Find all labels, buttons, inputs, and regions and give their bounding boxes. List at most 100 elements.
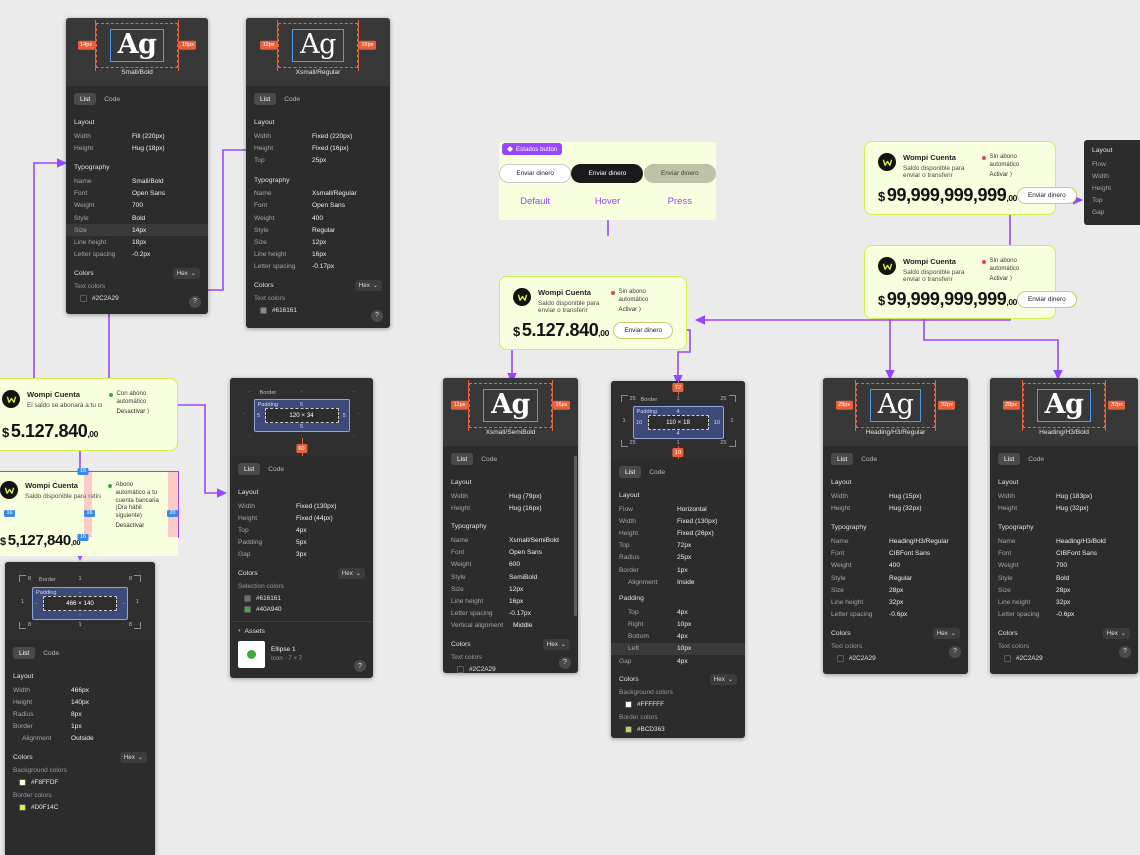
assets-section-header[interactable]: ▾ Assets <box>230 622 373 638</box>
prop-key: Size <box>831 586 844 594</box>
hex-format-select[interactable]: Hex ⌄ <box>542 638 570 650</box>
enviar-dinero-button-hover[interactable]: Enviar dinero <box>571 164 644 183</box>
prop-key: Letter spacing <box>998 611 1040 619</box>
prop-key: Size <box>998 586 1011 594</box>
wompi-card-mid-right[interactable]: Wompi Cuenta Saldo disponible para envia… <box>864 245 1077 319</box>
color-swatch-row[interactable]: #2C2A29 <box>831 653 960 664</box>
panel-xsmall-semibold[interactable]: Ag 12px 16px Xsmall/SemiBold List Code L… <box>443 378 578 673</box>
color-swatch-row[interactable]: #D0F14C <box>13 802 147 813</box>
tab-code[interactable]: Code <box>104 95 121 103</box>
color-swatch-row[interactable]: #FFFFFF <box>619 699 737 710</box>
hex-format-select[interactable]: Hex ⌄ <box>709 674 737 686</box>
panel-xsmall-regular[interactable]: Ag 12px 16px Xsmall/Regular List Code La… <box>246 18 390 328</box>
border-left: · <box>243 411 246 417</box>
enviar-dinero-button[interactable]: Enviar dinero <box>613 321 673 339</box>
type-preview: Ag 28px 32px Heading/H3/Bold <box>990 378 1138 446</box>
color-swatch-row[interactable]: #616161 <box>238 593 365 604</box>
help-icon[interactable]: ? <box>559 656 571 669</box>
prop-key: Letter spacing <box>831 611 873 619</box>
tab-code[interactable]: Code <box>1028 455 1045 463</box>
tab-code[interactable]: Code <box>649 468 666 476</box>
measure-badge-bottom: 16 <box>77 533 89 541</box>
wompi-card-left-top[interactable]: Wompi Cuenta El saldo se abonará a tu cu… <box>0 378 178 451</box>
tab-list[interactable]: List <box>831 453 854 465</box>
type-preview: Ag 12px 16px Xsmall/SemiBold <box>443 378 578 446</box>
panel-tabs[interactable]: List Code <box>5 640 155 663</box>
measure-dashed-box <box>1022 382 1106 428</box>
hex-format-select[interactable]: Hex ⌄ <box>354 279 382 291</box>
panel-tabs[interactable]: List Code <box>443 446 578 469</box>
panel-h3-bold[interactable]: Ag 28px 32px Heading/H3/Bold List Code L… <box>990 378 1138 674</box>
tab-list[interactable]: List <box>619 466 642 478</box>
color-swatch-row[interactable]: #BCD363 <box>619 724 737 735</box>
activar-link[interactable]: Activar ⟩ <box>989 170 1013 178</box>
panel-tabs[interactable]: List Code <box>230 456 373 479</box>
activar-link[interactable]: Activar ⟩ <box>618 305 642 313</box>
element-size: 110 × 18 <box>647 415 709 430</box>
measure-badge-bottom: 60 <box>295 444 308 453</box>
help-icon[interactable]: ? <box>1119 645 1131 658</box>
tab-list[interactable]: List <box>74 93 97 105</box>
wompi-card-left-selected[interactable]: Wompi Cuenta Saldo disponible para retir… <box>0 468 179 556</box>
tab-list[interactable]: List <box>238 463 261 475</box>
color-swatch-row[interactable]: #2C2A29 <box>451 664 570 673</box>
help-icon[interactable]: ? <box>354 660 366 672</box>
section-colors: Colors <box>13 753 33 761</box>
wompi-card-center[interactable]: Wompi Cuenta Saldo disponible para envia… <box>499 276 687 350</box>
wompi-card-top-right[interactable]: Wompi Cuenta Saldo disponible para envia… <box>864 141 1077 215</box>
color-swatch <box>19 803 26 811</box>
tab-code[interactable]: Code <box>481 455 498 463</box>
enviar-dinero-button[interactable]: Enviar dinero <box>1017 186 1077 204</box>
panel-h3-regular[interactable]: Ag 28px 32px Heading/H3/Regular List Cod… <box>823 378 968 674</box>
panel-small-bold[interactable]: Ag 14px 18px Small/Bold List Code Layout… <box>66 18 208 314</box>
panel-tabs[interactable]: List Code <box>611 459 745 482</box>
hex-format-select[interactable]: Hex ⌄ <box>337 567 365 579</box>
panel-tabs[interactable]: List Code <box>66 86 208 109</box>
asset-item[interactable]: Ellipse 1 Icon · 7 × 7 <box>230 638 373 677</box>
hex-format-select[interactable]: Hex ⌄ <box>119 751 147 763</box>
prop-key: Weight <box>254 214 275 222</box>
panel-scrollbar[interactable] <box>574 456 577 616</box>
prop-row: Top 72px <box>619 540 737 552</box>
chevron-down-icon: ⌄ <box>190 269 196 277</box>
color-swatch-row[interactable]: #40A940 <box>238 604 365 615</box>
hex-format-select[interactable]: Hex ⌄ <box>172 267 200 279</box>
prop-row: Height Hug (18px) <box>74 142 200 154</box>
help-icon[interactable]: ? <box>949 645 961 658</box>
tab-code[interactable]: Code <box>268 465 285 473</box>
panel-tabs[interactable]: List Code <box>990 446 1138 469</box>
hex-format-select[interactable]: Hex ⌄ <box>932 627 960 639</box>
enviar-dinero-button[interactable]: Enviar dinero <box>1017 290 1077 308</box>
tab-list[interactable]: List <box>13 647 36 659</box>
help-icon[interactable]: ? <box>189 295 201 308</box>
color-swatch-row[interactable]: #F8FFDF <box>13 777 147 788</box>
prop-value: -0.2px <box>132 251 151 259</box>
color-swatch-row[interactable]: #2C2A29 <box>74 293 200 304</box>
help-icon[interactable]: ? <box>371 309 383 322</box>
panel-card-box[interactable]: 8 8 8 8 Border 1 1 1 1 Padding - - - - 4… <box>5 562 155 855</box>
panel-cut-right[interactable]: Layout Flow Width Height Top Gap <box>1084 140 1140 225</box>
enviar-dinero-button-default[interactable]: Enviar dinero <box>499 164 572 183</box>
desactivar-link[interactable]: Desactivar <box>115 521 145 529</box>
color-swatch-row[interactable]: #2C2A29 <box>998 653 1130 664</box>
tab-code[interactable]: Code <box>43 649 60 657</box>
activar-link[interactable]: Activar ⟩ <box>989 274 1013 282</box>
panel-tabs[interactable]: List Code <box>246 86 390 109</box>
prop-row: Size 12px <box>451 583 570 595</box>
currency-symbol: $ <box>878 292 885 308</box>
padding-bottom: - <box>79 611 81 618</box>
tab-code[interactable]: Code <box>284 95 301 103</box>
panel-button-box[interactable]: · · · · Border · · · · Padding 5 5 5 5 1… <box>230 378 373 678</box>
tab-list[interactable]: List <box>998 453 1021 465</box>
panel-pill-box[interactable]: 25 25 25 25 Border 1 1 1 1 Padding 4 4 1… <box>611 381 745 738</box>
balance-amount: $5,127,840,00 <box>0 533 81 548</box>
tab-code[interactable]: Code <box>861 455 878 463</box>
tab-list[interactable]: List <box>451 453 474 465</box>
color-swatch-row[interactable]: #616161 <box>254 305 382 316</box>
enviar-dinero-button-press[interactable]: Enviar dinero <box>643 164 716 183</box>
tab-list[interactable]: List <box>254 93 277 105</box>
hex-format-select[interactable]: Hex ⌄ <box>1102 627 1130 639</box>
desactivar-link[interactable]: Desactivar ⟩ <box>116 407 150 415</box>
panel-tabs[interactable]: List Code <box>823 446 968 469</box>
frame-label[interactable]: Estados button <box>502 143 563 155</box>
